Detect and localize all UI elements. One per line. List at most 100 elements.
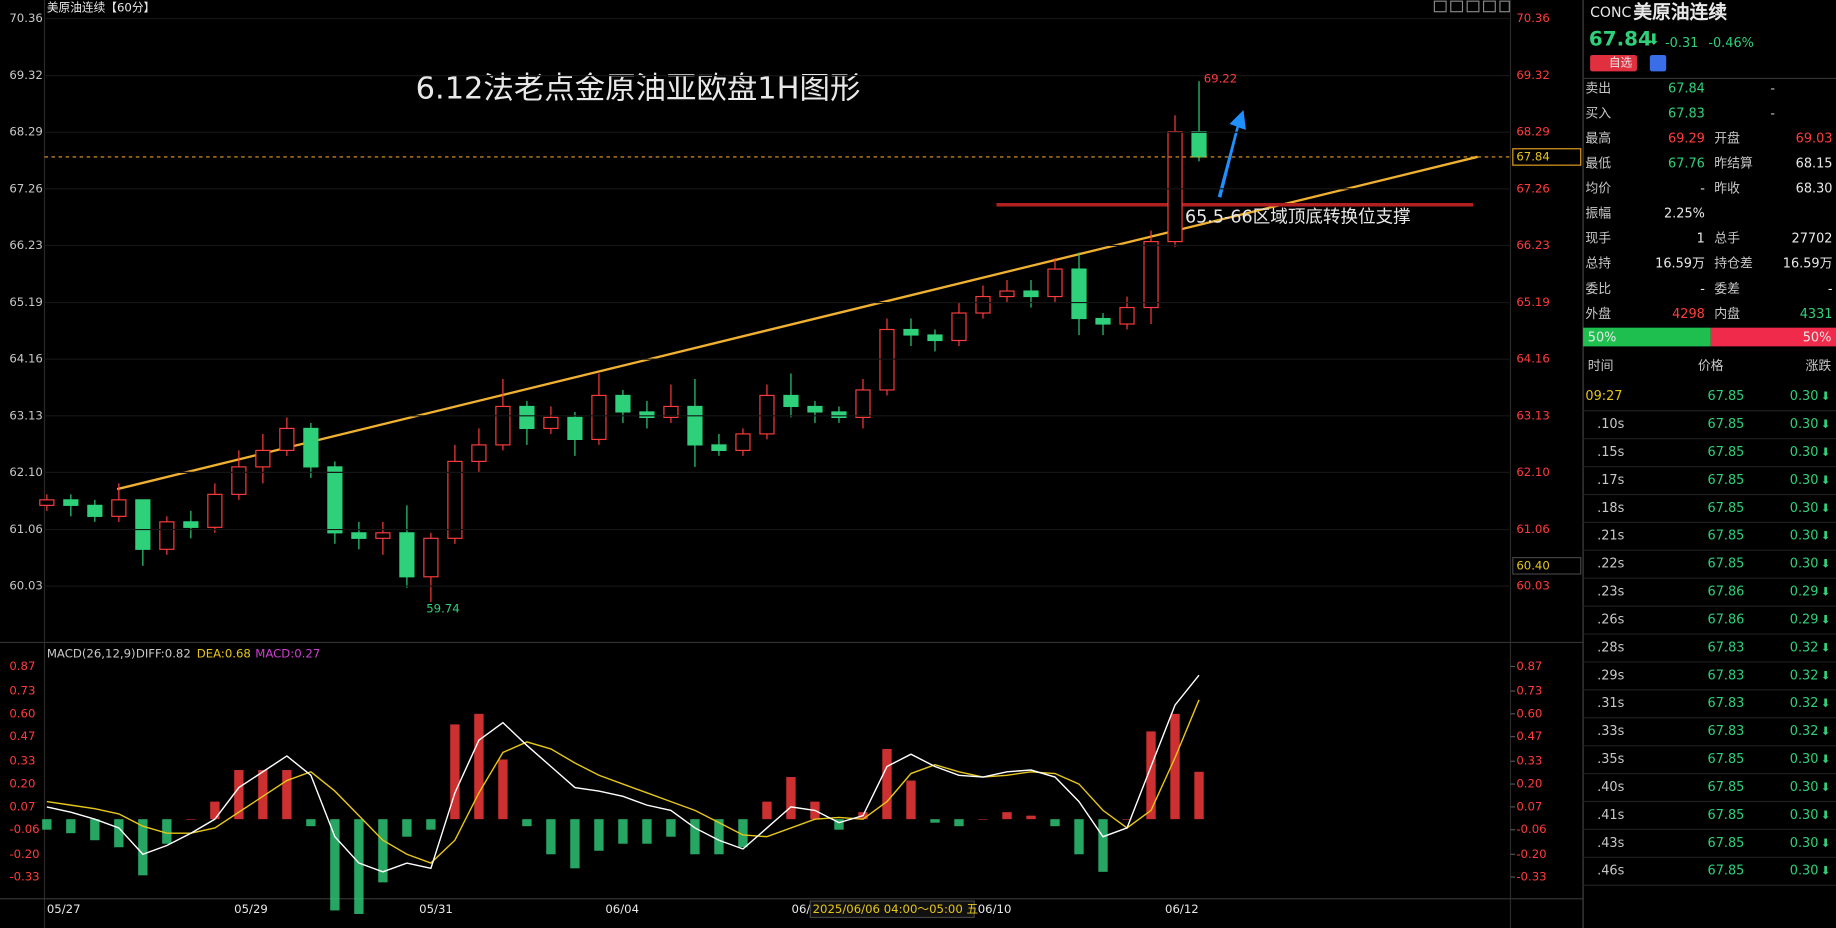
x-tick-label: 06/04 bbox=[605, 902, 639, 916]
candle-body bbox=[711, 444, 727, 451]
last-price-label: 67.84 bbox=[1516, 149, 1549, 163]
candle-body bbox=[231, 466, 247, 495]
y-tick-label: 70.36 bbox=[9, 11, 42, 25]
x-tick-label: 05/31 bbox=[419, 902, 453, 916]
support-note: 65.5-66区域顶底转换位支撑 bbox=[1185, 208, 1411, 228]
sell-ratio: 50% bbox=[1803, 331, 1832, 346]
tick-time: .23s bbox=[1597, 585, 1624, 600]
tick-arrow: ⬇ bbox=[1821, 724, 1831, 738]
quote-label: 总持 bbox=[1585, 257, 1611, 272]
toolbar[interactable] bbox=[1433, 0, 1510, 13]
macd-tick-label-right: 0.60 bbox=[1516, 706, 1542, 720]
macd-tick-label-right: 0.73 bbox=[1516, 684, 1542, 698]
macd-bar bbox=[450, 724, 460, 820]
tool-icon[interactable] bbox=[1499, 0, 1510, 13]
low-marker: 59.74 bbox=[426, 602, 459, 616]
macd-bar bbox=[210, 801, 220, 820]
y-tick-label: 69.32 bbox=[9, 68, 42, 82]
macd-tick-label-right: 0.87 bbox=[1516, 659, 1542, 673]
candle-body bbox=[87, 504, 103, 517]
quote-value: 67.76 bbox=[1668, 157, 1705, 172]
tick-price: 67.85 bbox=[1708, 864, 1745, 879]
tick-time: .18s bbox=[1597, 501, 1624, 516]
y-tick-label: 61.06 bbox=[9, 522, 42, 536]
macd-bar bbox=[354, 819, 364, 914]
quote-value: - bbox=[1828, 282, 1833, 297]
quote-value: - bbox=[1770, 81, 1775, 96]
y-tick-label-right: 62.10 bbox=[1516, 465, 1549, 479]
last-price-box bbox=[1512, 148, 1582, 166]
quote-value: 69.29 bbox=[1668, 132, 1705, 147]
y-tick-label-right: 68.29 bbox=[1516, 125, 1549, 139]
candle-body bbox=[615, 394, 631, 413]
tick-arrow: ⬇ bbox=[1821, 473, 1831, 487]
tick-price: 67.85 bbox=[1708, 445, 1745, 460]
y-tick-label-right: 60.03 bbox=[1516, 579, 1549, 593]
macd-legend: DEA:0.68 bbox=[197, 647, 251, 661]
macd-bar bbox=[690, 819, 700, 855]
candle-body bbox=[1095, 317, 1111, 325]
candle-body bbox=[447, 460, 463, 539]
tick-price: 67.85 bbox=[1708, 780, 1745, 795]
tick-change: 0.30 bbox=[1790, 780, 1819, 795]
macd-bar bbox=[402, 819, 412, 837]
quote-value: - bbox=[1700, 282, 1705, 297]
tool-icon[interactable] bbox=[1450, 0, 1464, 13]
macd-bar bbox=[378, 819, 388, 883]
macd-legend: MACD(26,12,9) bbox=[47, 647, 136, 661]
macd-tick-label-right: -0.06 bbox=[1516, 822, 1546, 836]
candle-body bbox=[831, 411, 847, 419]
candle-body bbox=[903, 328, 919, 336]
tick-time: .33s bbox=[1597, 724, 1624, 739]
y-tick-label-right: 61.06 bbox=[1516, 522, 1549, 536]
quote-label: 最高 bbox=[1585, 131, 1611, 147]
macd-tick-label: 0.20 bbox=[9, 777, 35, 791]
quote-label: 持仓差 bbox=[1714, 257, 1753, 272]
tick-change: 0.30 bbox=[1790, 836, 1819, 851]
candle-body bbox=[999, 290, 1015, 298]
quote-label: 委差 bbox=[1714, 282, 1740, 297]
macd-bar bbox=[738, 819, 748, 848]
macd-bar bbox=[186, 819, 196, 820]
quote-label: 卖出 bbox=[1585, 81, 1611, 96]
tick-change: 0.30 bbox=[1790, 473, 1819, 488]
tick-change: 0.32 bbox=[1790, 668, 1819, 683]
candle-body bbox=[951, 312, 967, 342]
watch-button[interactable] bbox=[1590, 55, 1637, 72]
tick-time: .10s bbox=[1597, 417, 1624, 432]
y-tick-label: 63.13 bbox=[9, 408, 42, 422]
macd-bar bbox=[1074, 819, 1084, 855]
macd-bar bbox=[1050, 819, 1060, 827]
dea-line bbox=[46, 699, 1200, 864]
candle-body bbox=[759, 394, 775, 435]
macd-bar bbox=[1026, 815, 1036, 820]
macd-bar bbox=[1194, 771, 1204, 820]
candle-body bbox=[207, 493, 223, 528]
macd-legend: DIFF:0.82 bbox=[136, 647, 191, 661]
quote-code: CONC bbox=[1590, 5, 1631, 21]
candle-body bbox=[567, 416, 583, 440]
tick-price: 67.85 bbox=[1708, 808, 1745, 823]
tick-change: 0.29 bbox=[1790, 612, 1819, 627]
tool-icon[interactable] bbox=[1466, 0, 1480, 13]
tick-change: 0.32 bbox=[1790, 640, 1819, 655]
macd-bar bbox=[282, 770, 292, 820]
tool-icon[interactable] bbox=[1433, 0, 1447, 13]
quote-label: 买入 bbox=[1585, 106, 1611, 121]
macd-bar bbox=[714, 819, 724, 855]
macd-tick-label: 0.73 bbox=[9, 684, 35, 698]
crosshair-time: 2025/06/06 04:00～05:00 五 bbox=[813, 902, 979, 916]
diff-line bbox=[46, 674, 1200, 873]
alert-button[interactable] bbox=[1649, 55, 1667, 72]
quote-value: 67.83 bbox=[1668, 106, 1705, 121]
macd-tick-label: 0.47 bbox=[9, 729, 35, 743]
watch-label[interactable]: 自选 bbox=[1609, 56, 1633, 70]
y-tick-label-right: 64.16 bbox=[1516, 352, 1549, 366]
quote-value: 4298 bbox=[1672, 307, 1705, 322]
quote-label: 外盘 bbox=[1585, 306, 1611, 322]
tool-icon[interactable] bbox=[1482, 0, 1496, 13]
tick-price: 67.83 bbox=[1708, 640, 1745, 655]
macd-tick-label-right: 0.07 bbox=[1516, 799, 1542, 813]
up-arrow bbox=[1217, 110, 1246, 198]
